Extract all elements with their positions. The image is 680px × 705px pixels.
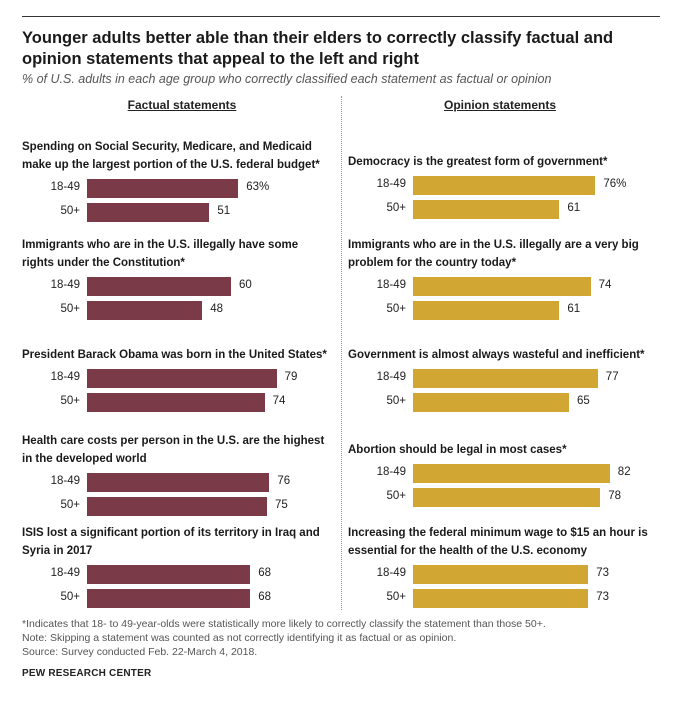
notes: *Indicates that 18- to 49-year-olds were… xyxy=(22,617,662,659)
factual-value-label: 68 xyxy=(258,567,271,579)
factual-value-label: 68 xyxy=(258,591,271,603)
factual-value-label: 60 xyxy=(239,279,252,291)
factual-bar xyxy=(87,301,203,320)
opinion-statement-label: Immigrants who are in the U.S. illegally… xyxy=(348,239,639,269)
opinion-bar xyxy=(413,277,591,296)
opinion-statement-label: Government is almost always wasteful and… xyxy=(348,349,645,361)
opinion-age-group-label: 18-49 xyxy=(376,567,406,579)
factual-age-group-label: 18-49 xyxy=(50,567,80,579)
opinion-value-label: 82 xyxy=(617,466,631,478)
note-skipping: Note: Skipping a statement was counted a… xyxy=(22,632,457,644)
top-rule xyxy=(22,16,660,17)
factual-value-label: 79 xyxy=(284,371,298,383)
brand-label: PEW RESEARCH CENTER xyxy=(22,668,152,679)
factual-age-group-label: 50+ xyxy=(60,499,80,511)
opinion-value-label: 78 xyxy=(608,490,621,502)
factual-age-group-label: 18-49 xyxy=(50,371,80,383)
factual-age-group-label: 50+ xyxy=(60,303,80,315)
opinion-age-group-label: 18-49 xyxy=(376,178,406,190)
factual-statement-label: Immigrants who are in the U.S. illegally… xyxy=(22,239,299,269)
factual-age-group-label: 18-49 xyxy=(50,181,80,193)
opinion-value-label: 73 xyxy=(596,591,609,603)
opinion-bar xyxy=(413,176,596,195)
note-significance: *Indicates that 18- to 49-year-olds were… xyxy=(22,618,546,630)
opinion-bar xyxy=(413,565,589,584)
factual-bar xyxy=(87,473,270,492)
factual-age-group-label: 50+ xyxy=(60,591,80,603)
factual-bar xyxy=(87,179,239,198)
opinion-bar xyxy=(413,488,601,507)
opinion-age-group-label: 18-49 xyxy=(376,466,406,478)
opinion-bar xyxy=(413,589,589,608)
factual-bar xyxy=(87,203,210,222)
factual-bar xyxy=(87,393,265,412)
chart-subtitle: % of U.S. adults in each age group who c… xyxy=(22,72,552,86)
opinion-value-label: 74 xyxy=(598,279,612,291)
opinion-age-group-label: 50+ xyxy=(386,303,406,315)
factual-statement-label: Health care costs per person in the U.S.… xyxy=(22,435,325,465)
factual-value-label: 74 xyxy=(272,395,286,407)
opinion-age-group-label: 50+ xyxy=(386,202,406,214)
opinion-age-group-label: 50+ xyxy=(386,395,406,407)
factual-age-group-label: 50+ xyxy=(60,205,80,217)
opinion-statement-label: Increasing the federal minimum wage to $… xyxy=(348,527,648,557)
factual-age-group-label: 18-49 xyxy=(50,475,80,487)
opinion-bar xyxy=(413,393,569,412)
factual-bar xyxy=(87,369,277,388)
opinion-age-group-label: 18-49 xyxy=(376,279,406,291)
factual-value-label: 76 xyxy=(277,475,291,487)
opinion-value-label: 61 xyxy=(567,303,581,315)
factual-bar xyxy=(87,565,251,584)
factual-age-group-label: 50+ xyxy=(60,395,80,407)
factual-column-header: Factual statements xyxy=(127,98,237,112)
factual-statement-label: ISIS lost a significant portion of its t… xyxy=(22,527,320,557)
factual-value-label: 75 xyxy=(275,499,288,511)
chart-title: Younger adults better able than their el… xyxy=(22,29,614,68)
opinion-column-header: Opinion statements xyxy=(443,98,556,112)
factual-value-label: 63% xyxy=(246,181,270,193)
opinion-bar xyxy=(413,200,560,219)
opinion-statement-label: Abortion should be legal in most cases* xyxy=(348,444,567,456)
opinion-value-label: 61 xyxy=(567,202,581,214)
opinion-value-label: 77 xyxy=(605,371,619,383)
opinion-value-label: 73 xyxy=(596,567,609,579)
opinion-statement-label: Democracy is the greatest form of govern… xyxy=(348,156,608,168)
factual-bar xyxy=(87,497,267,516)
factual-age-group-label: 18-49 xyxy=(50,279,80,291)
factual-statement-label: Spending on Social Security, Medicare, a… xyxy=(22,141,320,171)
opinion-bar xyxy=(413,464,610,483)
opinion-bar xyxy=(413,369,598,388)
factual-value-label: 51 xyxy=(217,205,231,217)
opinion-age-group-label: 18-49 xyxy=(376,371,406,383)
factual-value-label: 48 xyxy=(210,303,223,315)
factual-bar xyxy=(87,589,251,608)
opinion-value-label: 65 xyxy=(577,395,590,407)
opinion-age-group-label: 50+ xyxy=(386,490,406,502)
note-source: Source: Survey conducted Feb. 22-March 4… xyxy=(22,646,258,658)
factual-bar xyxy=(87,277,231,296)
opinion-age-group-label: 50+ xyxy=(386,591,406,603)
opinion-value-label: 76% xyxy=(603,178,627,190)
opinion-bar xyxy=(413,301,560,320)
factual-statement-label: President Barack Obama was born in the U… xyxy=(22,349,327,361)
column-divider xyxy=(341,96,342,610)
